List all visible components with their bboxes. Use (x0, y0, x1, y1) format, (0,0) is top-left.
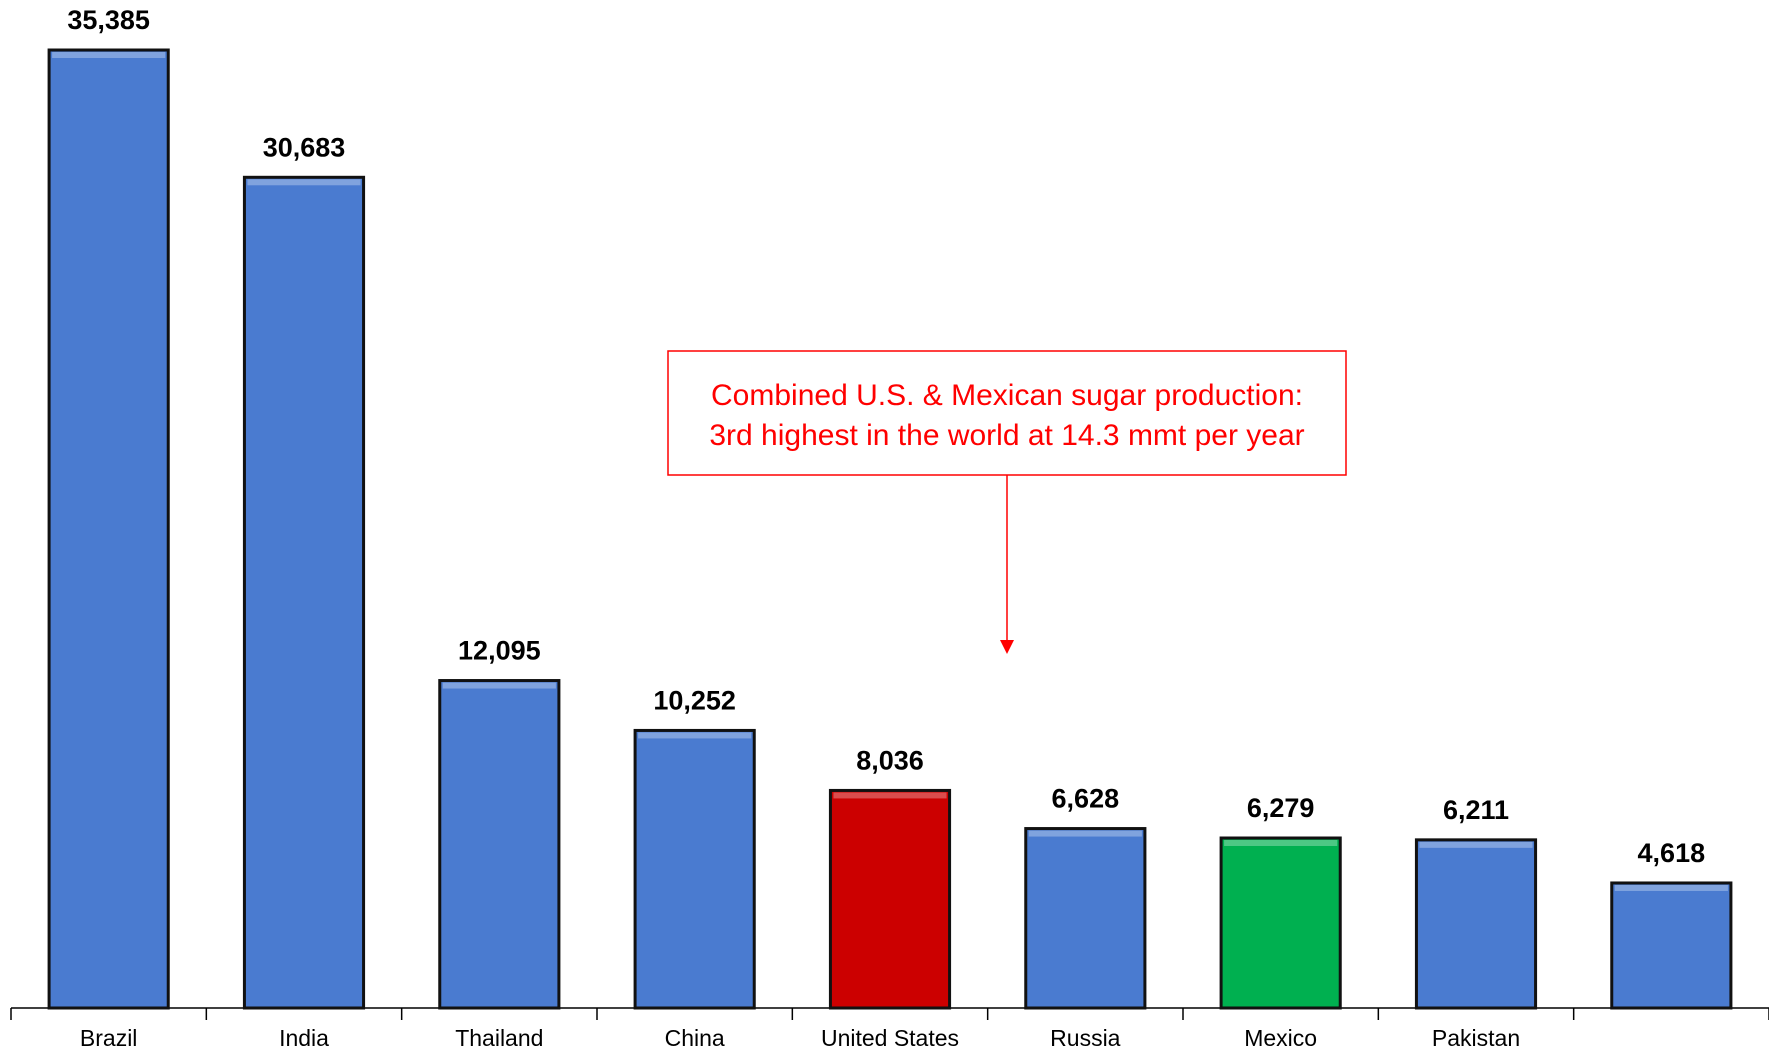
bar (438, 679, 561, 1010)
bar-highlight (1614, 884, 1728, 891)
bar (633, 728, 756, 1010)
annotation-box (667, 350, 1347, 476)
bar-highlight (833, 792, 947, 799)
bar-highlight (247, 179, 361, 186)
x-tick-label: United States (821, 1025, 959, 1051)
bar-highlight (1028, 830, 1142, 837)
bar-highlight (638, 732, 752, 739)
bar (242, 175, 366, 1010)
bar (1414, 838, 1538, 1010)
x-tick-label: Brazil (80, 1025, 138, 1051)
x-tick-label: India (279, 1025, 329, 1051)
value-label: 30,683 (263, 132, 346, 162)
value-label: 6,279 (1247, 793, 1315, 823)
x-tick-label: China (665, 1025, 725, 1051)
x-tick-label: Russia (1050, 1025, 1121, 1051)
value-label: 35,385 (67, 5, 150, 35)
value-label: 6,211 (1443, 795, 1509, 825)
bar (1610, 881, 1733, 1010)
bar-highlight (442, 682, 556, 689)
annotation-text: Combined U.S. & Mexican sugar production… (711, 379, 1303, 412)
value-label: 4,618 (1638, 838, 1706, 868)
annotation-text: 3rd highest in the world at 14.3 mmt per… (709, 419, 1304, 452)
value-label: 10,252 (653, 686, 736, 716)
value-label: 8,036 (856, 746, 924, 776)
value-label: 6,628 (1052, 784, 1120, 814)
x-tick-label: Thailand (455, 1025, 543, 1051)
bar (828, 788, 952, 1010)
bar (47, 48, 170, 1010)
bar-highlight (1419, 841, 1533, 848)
annotation-arrowhead (1000, 640, 1014, 654)
bar-highlight (1224, 840, 1338, 847)
x-tick-label: Mexico (1244, 1025, 1317, 1051)
x-tick-label: Pakistan (1432, 1025, 1520, 1051)
bar (1024, 827, 1147, 1010)
bar-highlight (52, 52, 166, 58)
value-label: 12,095 (458, 636, 541, 666)
bar (1219, 836, 1342, 1010)
